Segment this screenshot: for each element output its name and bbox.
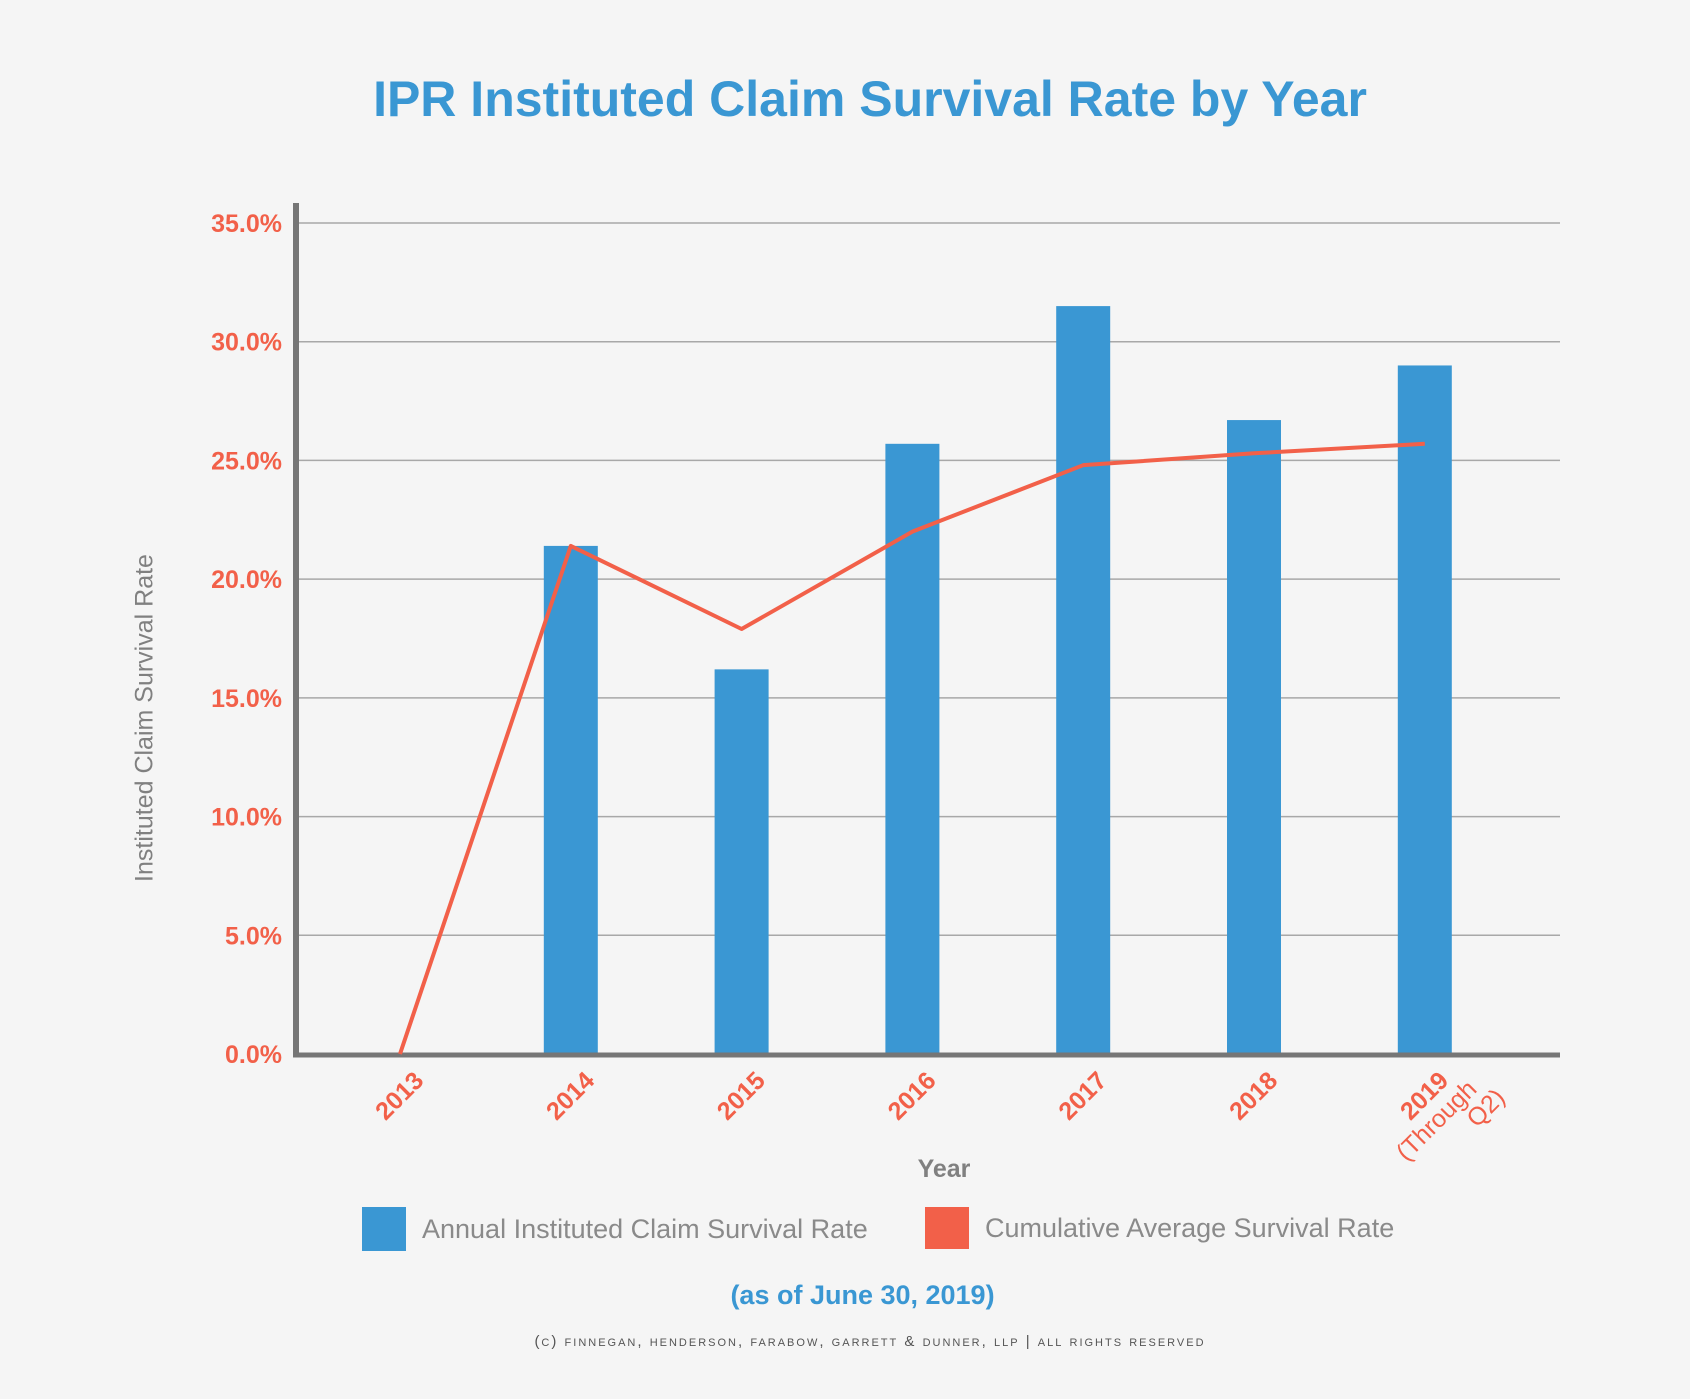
legend-item-cumulative: Cumulative Average Survival Rate [925, 1207, 1394, 1249]
x-tick-label: 2014 [541, 1066, 600, 1125]
legend-label-annual: Annual Instituted Claim Survival Rate [422, 1213, 868, 1244]
x-tick-label: 2016 [883, 1066, 942, 1125]
x-tick-label: 2013 [370, 1066, 429, 1125]
chart-subtitle: (as of June 30, 2019) [730, 1280, 995, 1310]
legend-label-cumulative: Cumulative Average Survival Rate [985, 1212, 1395, 1243]
bar [1227, 420, 1281, 1055]
bar [885, 443, 940, 1054]
copyright: (C) Finnegan, Henderson, Farabow, Garret… [534, 1333, 1206, 1350]
y-tick-label: 10.0% [211, 804, 282, 832]
legend-swatch-annual [362, 1207, 406, 1251]
bar [1397, 365, 1452, 1054]
bar [714, 669, 769, 1054]
bar [543, 545, 598, 1054]
legend-swatch-cumulative [925, 1207, 969, 1249]
x-tick-label: 2017 [1053, 1066, 1112, 1125]
x-tick-label: 2018 [1224, 1066, 1283, 1125]
y-tick-label: 0.0% [225, 1041, 282, 1069]
bar [1056, 306, 1111, 1055]
x-tick-label: 2015 [712, 1066, 771, 1125]
cumulative-line [398, 441, 1425, 1055]
x-tick-label: 2019(ThroughQ2) [1372, 1047, 1510, 1185]
y-tick-label: 30.0% [211, 329, 282, 357]
y-tick-label: 5.0% [225, 922, 282, 950]
y-tick-label: 25.0% [211, 447, 282, 475]
y-tick-label: 35.0% [211, 210, 282, 238]
y-tick-label: 20.0% [211, 566, 282, 594]
y-tick-label: 15.0% [211, 685, 282, 713]
chart-title: IPR Instituted Claim Survival Rate by Ye… [373, 71, 1367, 127]
legend-item-annual: Annual Instituted Claim Survival Rate [362, 1207, 868, 1251]
x-axis-label: Year [917, 1155, 971, 1183]
